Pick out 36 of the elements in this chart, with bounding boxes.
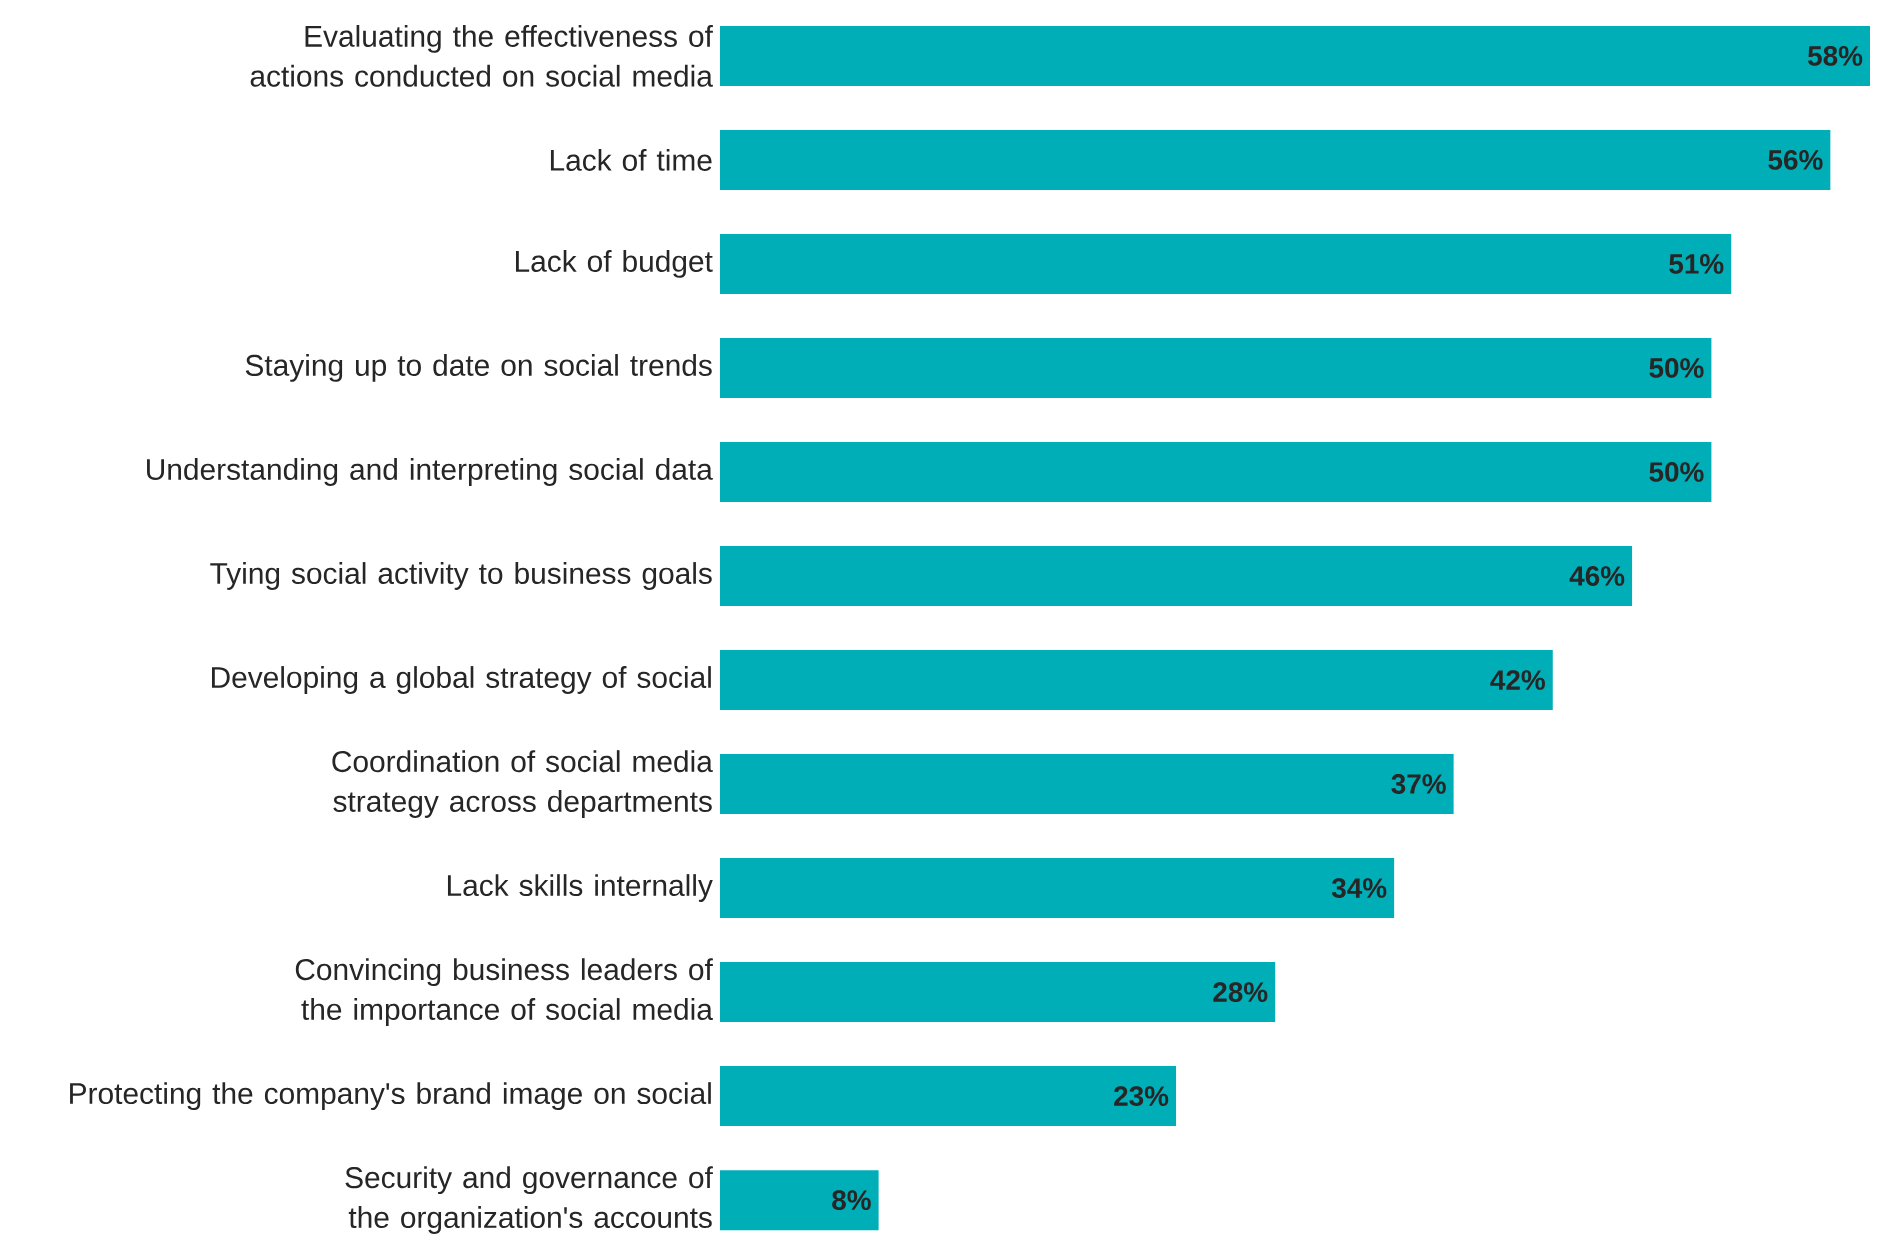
y-tick-label: Understanding and interpreting social data [147,458,713,486]
bar [720,337,1712,398]
y-tick-label: Developing a global strategy of social [212,666,711,694]
bar [720,129,1831,190]
data-label: 8% [832,1190,871,1211]
bar [720,1066,1177,1127]
y-tick-label: Security and governance of the organization's accounts [345,1166,713,1234]
y-tick-label: Coordination of social media strategy across departments [332,750,713,818]
data-label: 46% [1569,566,1625,586]
data-label: 34% [1331,878,1387,898]
bar [720,25,1870,86]
y-tick-label: Lack of budget [515,250,713,278]
data-label: 50% [1649,462,1704,482]
bar [720,962,1276,1023]
data-label: 56% [1768,150,1823,170]
bar [720,1170,879,1231]
y-tick-label: Lack of time [550,148,712,171]
bar [720,858,1395,919]
data-label: 37% [1391,774,1446,794]
y-tick-label: Convincing business leaders of the importance of social media [295,958,713,1026]
data-label: 58% [1807,45,1863,66]
y-tick-label: Staying up to date on social trends [245,354,712,382]
y-tick-label: Lack skills internally [447,874,713,902]
data-label: 42% [1490,670,1545,690]
data-label: 51% [1669,254,1724,274]
data-label: 23% [1114,1086,1169,1106]
y-tick-label: Evaluating the effectiveness of actions conducted on social media [250,24,713,87]
bar [720,546,1633,606]
bar [720,441,1712,502]
y-tick-label: Tying social activity to business goals [210,562,712,590]
data-label: 28% [1213,982,1268,1002]
data-label: 50% [1649,358,1704,378]
bar [720,650,1553,711]
y-tick-label: Protecting the company's brand image on social [70,1082,711,1111]
bar [720,233,1732,294]
bar [720,754,1454,815]
